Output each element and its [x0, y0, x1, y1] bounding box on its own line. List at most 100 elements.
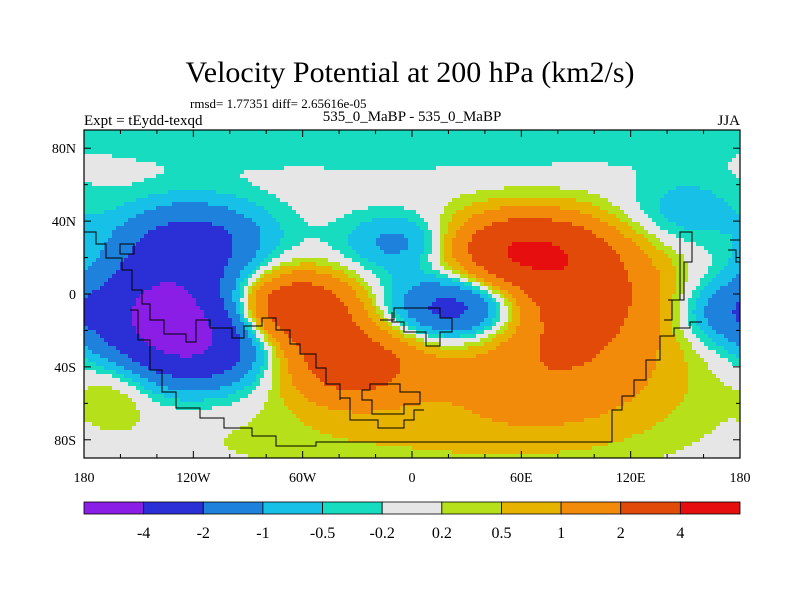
field-cell	[228, 446, 233, 451]
field-cell	[256, 234, 261, 239]
field-cell	[304, 322, 309, 327]
field-cell	[244, 414, 249, 419]
field-cell	[96, 398, 101, 403]
field-cell	[244, 454, 249, 458]
field-cell	[140, 186, 145, 191]
field-cell	[184, 402, 189, 407]
field-cell	[308, 310, 313, 315]
field-cell	[224, 434, 229, 439]
field-cell	[120, 410, 125, 415]
field-cell	[252, 422, 257, 427]
field-cell	[160, 258, 165, 263]
field-cell	[304, 334, 309, 339]
field-cell	[132, 310, 137, 315]
field-cell	[292, 442, 297, 447]
field-cell	[228, 210, 233, 215]
field-cell	[152, 266, 157, 271]
field-cell	[152, 334, 157, 339]
field-cell	[248, 234, 253, 239]
field-cell	[172, 426, 177, 431]
field-cell	[188, 426, 193, 431]
field-cell	[192, 362, 197, 367]
field-cell	[188, 174, 193, 179]
field-cell	[216, 422, 221, 427]
field-cell	[88, 238, 93, 243]
field-cell	[108, 174, 113, 179]
field-cell	[96, 130, 101, 135]
field-cell	[92, 234, 97, 239]
field-cell	[252, 310, 257, 315]
field-cell	[152, 282, 157, 287]
field-cell	[204, 174, 209, 179]
field-cell	[212, 182, 217, 187]
field-cell	[124, 270, 129, 275]
field-cell	[320, 258, 325, 263]
field-cell	[216, 150, 221, 155]
field-cell	[132, 402, 137, 407]
field-cell	[176, 422, 181, 427]
field-cell	[264, 146, 269, 151]
field-cell	[104, 290, 109, 295]
field-cell	[172, 342, 177, 347]
field-cell	[184, 130, 189, 135]
field-cell	[160, 170, 165, 175]
field-cell	[288, 406, 293, 411]
field-cell	[176, 162, 181, 167]
field-cell	[280, 226, 285, 231]
field-cell	[84, 310, 89, 315]
field-cell	[312, 166, 317, 171]
field-cell	[216, 194, 221, 199]
field-cell	[200, 182, 205, 187]
field-cell	[240, 262, 245, 267]
field-cell	[316, 234, 321, 239]
field-cell	[108, 438, 113, 443]
field-cell	[204, 246, 209, 251]
field-cell	[196, 242, 201, 247]
field-cell	[236, 374, 241, 379]
field-cell	[320, 190, 325, 195]
field-cell	[280, 334, 285, 339]
field-cell	[204, 202, 209, 207]
field-cell	[116, 294, 121, 299]
field-cell	[124, 318, 129, 323]
field-cell	[168, 314, 173, 319]
field-cell	[232, 214, 237, 219]
field-cell	[204, 342, 209, 347]
field-cell	[284, 338, 289, 343]
field-cell	[180, 422, 185, 427]
field-cell	[220, 350, 225, 355]
field-cell	[140, 162, 145, 167]
field-cell	[144, 322, 149, 327]
field-cell	[308, 154, 313, 159]
field-cell	[180, 186, 185, 191]
field-cell	[248, 402, 253, 407]
field-cell	[300, 206, 305, 211]
field-cell	[100, 422, 105, 427]
field-cell	[144, 282, 149, 287]
field-cell	[88, 158, 93, 163]
field-cell	[256, 422, 261, 427]
field-cell	[268, 206, 273, 211]
field-cell	[196, 342, 201, 347]
field-cell	[124, 430, 129, 435]
field-cell	[132, 318, 137, 323]
field-cell	[292, 406, 297, 411]
field-cell	[112, 170, 117, 175]
field-cell	[232, 434, 237, 439]
field-cell	[260, 410, 265, 415]
field-cell	[204, 274, 209, 279]
field-cell	[164, 194, 169, 199]
field-cell	[176, 394, 181, 399]
field-cell	[176, 290, 181, 295]
field-cell	[284, 234, 289, 239]
field-cell	[144, 426, 149, 431]
field-cell	[180, 290, 185, 295]
field-cell	[212, 150, 217, 155]
field-cell	[260, 346, 265, 351]
field-cell	[296, 378, 301, 383]
field-cell	[200, 338, 205, 343]
field-cell	[136, 346, 141, 351]
field-cell	[308, 330, 313, 335]
field-cell	[228, 418, 233, 423]
field-cell	[212, 414, 217, 419]
